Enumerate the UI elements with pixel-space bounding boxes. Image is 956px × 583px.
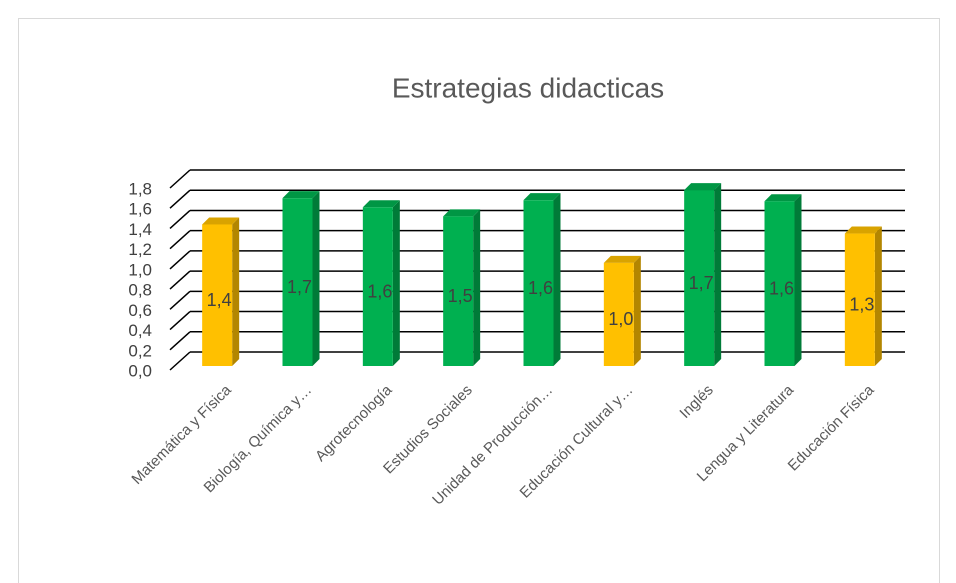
bar-side: [714, 183, 722, 366]
bar-side: [794, 194, 802, 366]
data-label: 1,5: [448, 286, 473, 306]
bar-top: [282, 191, 320, 199]
data-label: 1,3: [849, 295, 874, 315]
bar: [523, 200, 554, 366]
bar: [443, 216, 474, 366]
bar-side: [553, 193, 561, 366]
bar: [362, 207, 393, 366]
bar: [282, 198, 313, 366]
bar: [603, 262, 634, 366]
bar: [764, 201, 795, 366]
bar-top: [684, 183, 722, 191]
bar-top: [523, 193, 561, 201]
bar: [684, 190, 715, 366]
x-tick-label: Educación Física: [785, 381, 878, 474]
grid-line: [169, 230, 191, 250]
bar-side: [392, 200, 400, 366]
data-label: 1,6: [528, 278, 553, 298]
data-label: 1,6: [769, 278, 794, 298]
grid-line: [169, 290, 191, 310]
grid-line: [169, 351, 191, 371]
grid-line: [169, 270, 191, 290]
bar-top: [443, 209, 481, 217]
x-tick-label: Agrotecnología: [312, 381, 396, 465]
y-tick-label: 1,8: [128, 179, 152, 198]
bar-side: [633, 255, 641, 366]
y-tick-label: 0,4: [128, 321, 152, 340]
bar-side: [473, 209, 481, 366]
grid-line: [169, 169, 191, 189]
bar: [844, 233, 875, 366]
bar-top: [202, 217, 240, 225]
x-tick-label: Inglés: [676, 382, 716, 422]
grid-line: [169, 331, 191, 351]
bar-top: [764, 194, 802, 202]
bar-side: [312, 191, 320, 366]
bar-side: [874, 226, 882, 366]
bar-side: [232, 217, 240, 366]
grid-line: [169, 250, 191, 270]
y-tick-label: 1,2: [128, 240, 152, 259]
data-label: 1,7: [689, 273, 714, 293]
y-tick-label: 0,0: [128, 361, 152, 380]
y-tick-label: 0,6: [128, 301, 152, 320]
data-label: 1,6: [367, 281, 392, 301]
grid-line: [169, 189, 191, 209]
data-label: 1,0: [608, 309, 633, 329]
y-tick-label: 0,2: [128, 341, 152, 360]
y-tick-label: 0,8: [128, 281, 152, 300]
data-label: 1,4: [207, 290, 232, 310]
bar-top: [362, 200, 400, 208]
grid-line: [169, 209, 191, 230]
bar-top: [844, 226, 882, 234]
chart-frame: [18, 18, 940, 583]
bar-top: [603, 255, 641, 263]
grid-line: [169, 310, 191, 331]
bar: [202, 224, 233, 366]
chart-title: Estrategias didacticas: [392, 72, 664, 103]
y-tick-label: 1,0: [128, 260, 152, 279]
data-label: 1,7: [287, 277, 312, 297]
y-tick-label: 1,6: [128, 200, 152, 219]
y-tick-label: 1,4: [128, 220, 152, 239]
